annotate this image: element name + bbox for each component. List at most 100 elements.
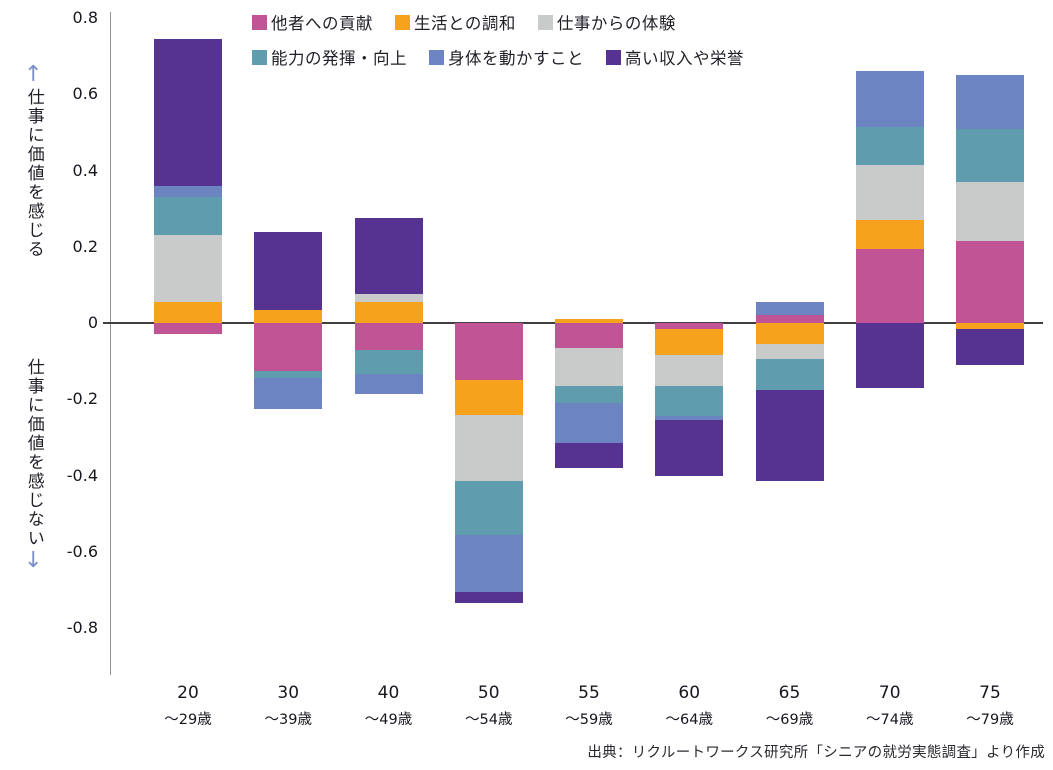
bar-segment — [855, 248, 924, 323]
legend-swatch-icon — [395, 14, 410, 30]
bar-segment — [855, 323, 924, 388]
bar-segment — [555, 385, 623, 404]
x-tick-sublabel: ～39歳 — [264, 712, 312, 728]
bar-segment — [655, 328, 724, 356]
bar-segment — [555, 323, 623, 348]
legend-item: 高い収入や栄誉 — [606, 45, 744, 69]
legend-item: 仕事からの体験 — [537, 10, 676, 34]
bar-segment — [555, 443, 623, 468]
x-tick-label: 20 — [177, 683, 199, 703]
bar-segment — [755, 359, 824, 390]
x-tick-label: 30 — [277, 683, 300, 703]
bar-segment — [154, 185, 222, 198]
x-tick-sublabel: ～54歳 — [465, 712, 513, 728]
y-tick-label: 0 — [87, 313, 98, 332]
legend-swatch-icon — [252, 14, 267, 30]
x-tick-sublabel: ～49歳 — [364, 712, 413, 728]
y-axis-line — [110, 12, 111, 675]
bar-segment — [555, 347, 623, 386]
bar-segment — [555, 403, 623, 444]
y-tick-label: 0.2 — [72, 236, 98, 256]
bar-segment — [655, 385, 724, 417]
positive-axis-label: 仕事に価値を感じる — [23, 88, 44, 259]
bar-segment — [956, 241, 1024, 323]
bar-segment — [154, 235, 222, 303]
legend-swatch-icon — [606, 49, 621, 65]
bar-segment — [755, 323, 824, 344]
bar-segment — [454, 591, 523, 604]
legend-item: 身体を動かすこと — [429, 45, 584, 69]
legend-label: 他者への貢献 — [271, 14, 373, 33]
bar-segment — [354, 294, 423, 303]
x-tick-label: 60 — [678, 683, 701, 703]
bar-segment — [454, 323, 523, 381]
bar-segment — [655, 420, 724, 476]
bar-segment — [755, 389, 824, 482]
y-tick-label: -0.2 — [66, 389, 98, 409]
x-tick-sublabel: ～74歳 — [866, 712, 914, 728]
x-tick-label: 50 — [477, 683, 500, 703]
bar-segment — [755, 302, 824, 316]
bar-segment — [154, 302, 222, 323]
bar-segment — [154, 197, 222, 236]
bar-segment — [454, 380, 523, 415]
bar-segment — [956, 328, 1024, 365]
legend-row: 他者への貢献 生活との調和 仕事からの体験 — [252, 10, 744, 34]
bar-segment — [956, 323, 1024, 329]
y-tick-label: -0.8 — [66, 618, 98, 637]
bar-segment — [254, 309, 323, 323]
bar-segment — [254, 370, 323, 379]
bar-segment — [855, 126, 924, 165]
legend-item: 生活との調和 — [395, 10, 516, 34]
bar-segment — [855, 71, 924, 127]
bar-segment — [655, 355, 724, 386]
bar-segment — [956, 181, 1024, 242]
legend-swatch-icon — [252, 49, 267, 65]
legend-row: 能力の発揮・向上 身体を動かすこと 高い収入や栄誉 — [252, 45, 744, 69]
legend-swatch-icon — [537, 14, 553, 30]
bar-segment — [956, 75, 1024, 129]
bar-segment — [354, 323, 423, 350]
legend-item: 他者への貢献 — [252, 10, 373, 34]
legend-label: 能力の発揮・向上 — [271, 49, 407, 68]
y-tick-label: -0.4 — [66, 465, 98, 485]
x-tick-label: 65 — [778, 683, 801, 703]
legend-label: 身体を動かすこと — [448, 49, 584, 68]
y-tick-label: -0.6 — [66, 541, 98, 561]
x-tick-sublabel: ～79歳 — [966, 712, 1014, 728]
bar-segment — [154, 323, 222, 335]
bar-segment — [855, 164, 924, 221]
legend-item: 能力の発揮・向上 — [252, 45, 407, 69]
chart-legend: 他者への貢献 生活との調和 仕事からの体験能力の発揮・向上 身体を動かすこと 高い収入や… — [252, 10, 744, 80]
bar-segment — [956, 128, 1024, 182]
bar-segment — [254, 323, 323, 371]
bar-segment — [354, 349, 423, 375]
legend-swatch-icon — [429, 49, 444, 65]
bar-segment — [755, 343, 824, 360]
x-tick-label: 40 — [377, 683, 400, 703]
x-tick-sublabel: ～64歳 — [665, 712, 713, 728]
x-tick-sublabel: ～59歳 — [565, 712, 613, 728]
bar-segment — [855, 220, 924, 249]
bar-segment — [454, 414, 523, 482]
down-arrow-icon: ↓ — [24, 548, 43, 573]
bar-segment — [254, 378, 323, 409]
x-tick-label: 75 — [979, 683, 1001, 703]
x-tick-sublabel: ～29歳 — [164, 712, 212, 728]
x-tick-label: 70 — [878, 683, 901, 703]
bar-segment — [555, 319, 623, 323]
negative-axis-label: 仕事に価値を感じない — [23, 358, 44, 548]
legend-label: 仕事からの体験 — [556, 14, 676, 33]
x-tick-label: 55 — [578, 683, 600, 703]
bar-segment — [354, 374, 423, 394]
bar-segment — [454, 534, 523, 592]
y-tick-label: 0.4 — [72, 160, 98, 180]
bar-segment — [254, 231, 323, 310]
y-axis-annotation-negative: 仕事に価値を感じない ↓ — [23, 358, 44, 574]
x-tick-sublabel: ～69歳 — [765, 712, 814, 728]
y-tick-label: 0.8 — [72, 8, 98, 27]
bar-segment — [655, 416, 724, 421]
y-axis-annotation-positive: ↑ 仕事に価値を感じる — [23, 62, 44, 260]
bar-segment — [655, 323, 724, 329]
